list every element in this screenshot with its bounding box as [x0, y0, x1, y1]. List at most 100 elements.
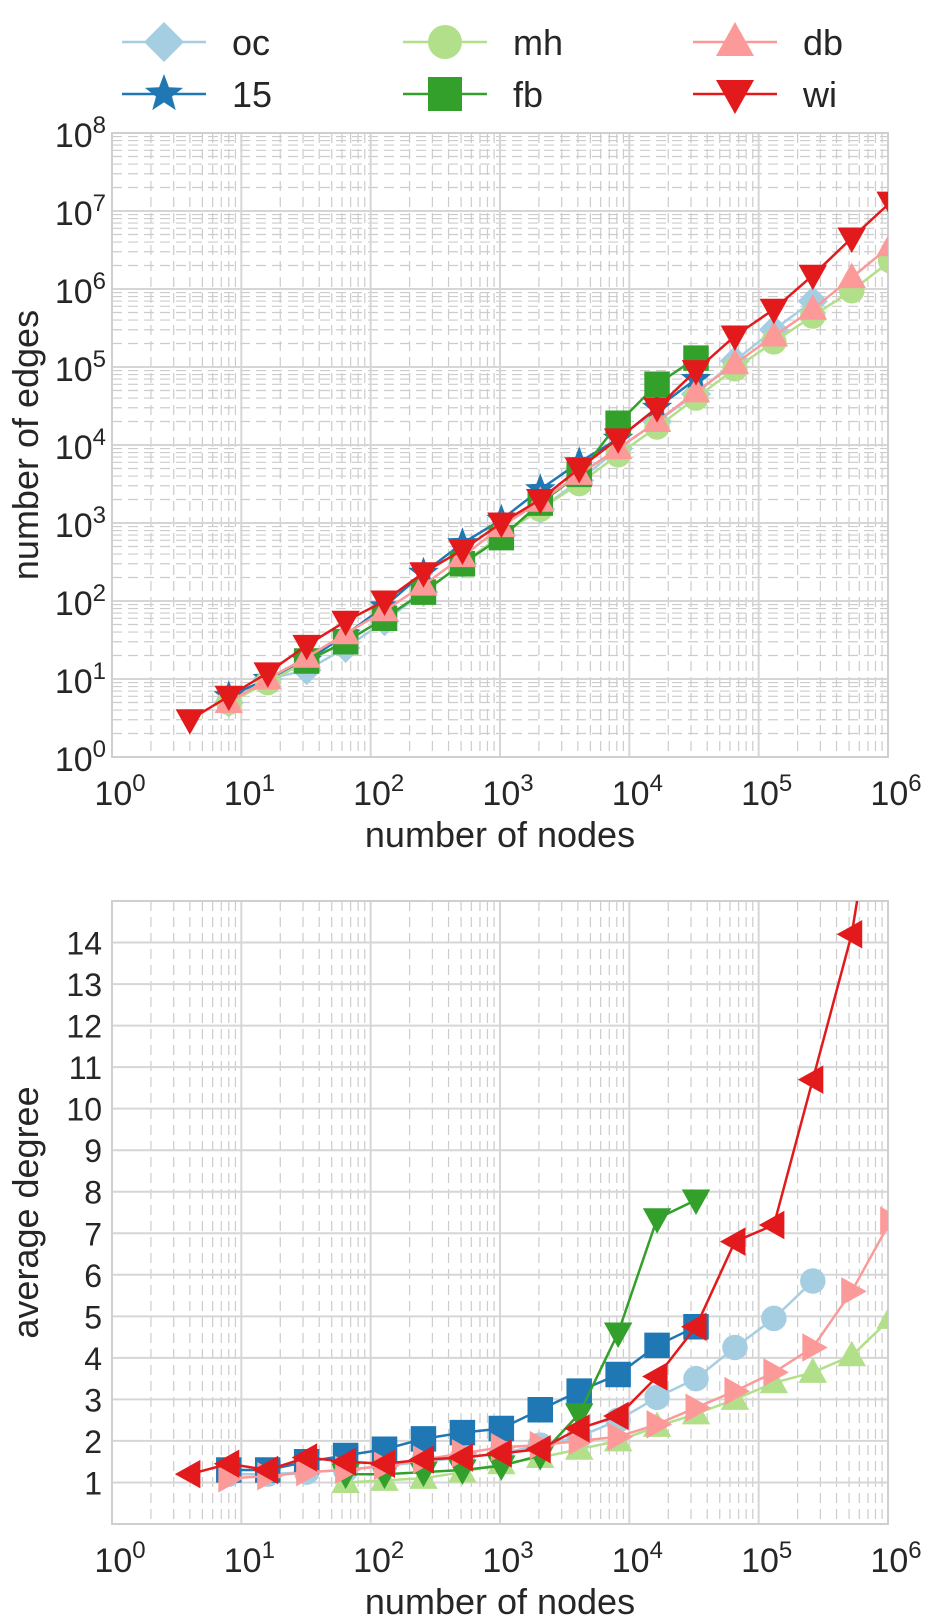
y-tick-label: 1 [84, 1465, 102, 1501]
legend-marker [716, 22, 754, 56]
data-point [758, 1210, 785, 1240]
x-tick-label: 102 [353, 1537, 404, 1580]
legend-marker [144, 22, 184, 62]
y-tick-label: 9 [84, 1133, 102, 1169]
data-point [802, 1333, 828, 1362]
x-axis-label: number of nodes [365, 814, 635, 855]
data-point [642, 1362, 668, 1391]
legend-entry-db: db [693, 22, 843, 63]
data-point [876, 235, 888, 257]
x-tick-label: 101 [224, 770, 275, 813]
y-tick-label: 5 [84, 1299, 102, 1335]
data-point [369, 1449, 396, 1479]
legend-entry-mh: mh [403, 22, 563, 63]
data-point [642, 1208, 672, 1234]
y-tick-label: 2 [84, 1424, 102, 1460]
x-tick-label: 104 [612, 770, 663, 813]
y-tick-label: 11 [69, 1050, 102, 1086]
data-point [527, 1397, 554, 1423]
legend-label: oc [232, 22, 270, 63]
y-tick-label: 101 [55, 658, 106, 701]
data-point [763, 1358, 789, 1387]
y-tick-label: 10 [66, 1092, 102, 1128]
x-axis-label: number of nodes [365, 1581, 635, 1622]
x-tick-label: 100 [94, 770, 145, 813]
data-point [253, 662, 282, 688]
data-point [292, 634, 321, 661]
data-point [797, 1065, 824, 1094]
legend-marker [716, 80, 754, 114]
series-5 [174, 901, 863, 1489]
series-layer [175, 191, 888, 735]
y-tick-label: 12 [66, 1009, 102, 1045]
data-point [603, 1401, 629, 1431]
x-tick-label: 101 [224, 1537, 275, 1580]
legend-label: 15 [232, 74, 272, 115]
data-point [837, 227, 866, 254]
data-point [564, 457, 594, 484]
data-point [724, 1376, 750, 1406]
data-point [603, 1322, 633, 1348]
series-wi [175, 191, 888, 735]
data-point [218, 1464, 244, 1493]
data-point [487, 512, 516, 538]
data-point [525, 1434, 551, 1464]
data-point [370, 590, 399, 616]
y-tick-label: 100 [55, 736, 106, 779]
data-point [841, 1277, 867, 1306]
data-point [175, 709, 205, 735]
y-tick-label: 107 [55, 190, 106, 233]
legend-marker [144, 74, 184, 111]
data-point [837, 1340, 866, 1367]
data-point [174, 1459, 201, 1489]
series-line [345, 1198, 697, 1476]
y-tick-label: 8 [84, 1175, 102, 1211]
x-tick-label: 104 [612, 1537, 663, 1580]
plot-frame [111, 132, 889, 758]
data-point [642, 397, 672, 423]
x-tick-label: 103 [482, 770, 533, 813]
y-tick-label: 3 [84, 1382, 102, 1418]
data-point [680, 1312, 707, 1341]
data-point [603, 428, 633, 454]
data-point [683, 1365, 709, 1392]
y-axis-label: number of edges [5, 310, 46, 580]
y-tick-label: 108 [55, 112, 106, 155]
data-point [252, 1455, 279, 1485]
series-layer [174, 901, 888, 1493]
data-point [836, 919, 863, 949]
data-point [681, 376, 711, 403]
data-point [214, 685, 244, 712]
y-tick-label: 4 [84, 1341, 102, 1377]
data-point [759, 320, 789, 347]
data-point [759, 298, 789, 325]
y-tick-label: 106 [55, 268, 106, 311]
data-point [605, 1361, 631, 1388]
data-point [722, 1334, 748, 1361]
data-point [798, 264, 828, 291]
data-point [876, 191, 888, 213]
data-point [488, 1415, 515, 1442]
x-tick-label: 105 [741, 770, 792, 813]
data-point [526, 489, 555, 515]
data-point [644, 1332, 670, 1359]
legend-entry-fb: fb [403, 74, 543, 115]
y-tick-label: 104 [55, 424, 106, 467]
y-tick-label: 103 [55, 502, 106, 545]
y-tick-label: 6 [84, 1258, 102, 1294]
x-tick-label: 102 [353, 770, 404, 813]
y-tick-label: 7 [84, 1216, 102, 1252]
data-point [720, 325, 750, 351]
y-tick-label: 102 [55, 580, 106, 623]
data-point [761, 1305, 787, 1332]
legend-label: mh [513, 22, 563, 63]
x-tick-label: 105 [741, 1537, 792, 1580]
x-tick-label: 106 [870, 1537, 921, 1580]
data-point [408, 1445, 434, 1474]
data-point [876, 1308, 888, 1329]
legend-entry-oc: oc [122, 22, 270, 63]
data-point [837, 262, 866, 289]
data-point [410, 1426, 437, 1452]
data-point [564, 1414, 590, 1443]
